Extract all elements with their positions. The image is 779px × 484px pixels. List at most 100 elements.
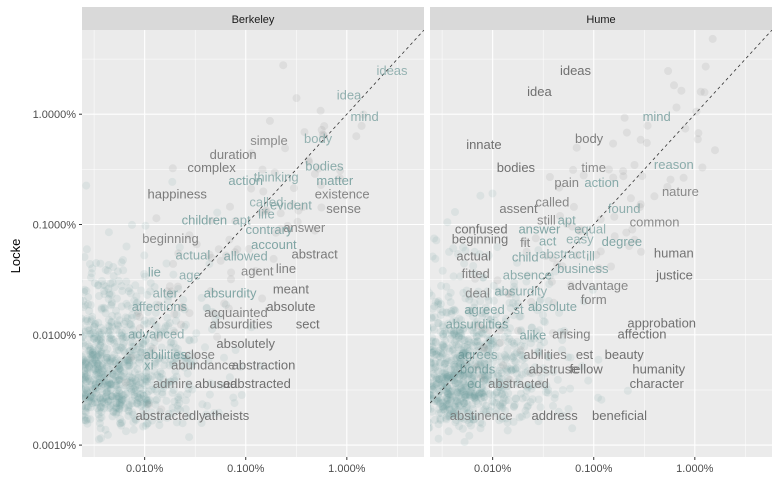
data-point: [93, 334, 102, 343]
data-point: [507, 352, 516, 361]
data-point: [597, 395, 606, 404]
data-point: [142, 348, 151, 357]
data-point: [439, 330, 448, 339]
data-point: [432, 350, 441, 359]
data-point: [430, 342, 436, 351]
data-point: [161, 322, 170, 331]
data-point: [103, 381, 112, 390]
data-point: [106, 331, 115, 340]
data-point: [167, 337, 176, 346]
data-point: [95, 394, 104, 403]
data-point: [127, 314, 136, 322]
data-point: [493, 322, 501, 331]
data-point: [146, 279, 155, 287]
data-point: [447, 356, 456, 365]
data-point: [430, 359, 435, 368]
data-point: [141, 381, 150, 390]
data-point: [359, 110, 368, 119]
data-point: [476, 388, 485, 397]
data-point: [163, 313, 172, 322]
data-point: [484, 333, 493, 342]
data-point: [437, 381, 446, 390]
data-point: [116, 365, 125, 374]
data-point: [82, 317, 90, 325]
data-point: [90, 322, 99, 331]
data-point: [83, 414, 92, 423]
data-point: [482, 407, 491, 416]
data-point: [430, 391, 434, 399]
data-point: [87, 273, 95, 282]
data-point: [556, 328, 565, 336]
data-point: [436, 300, 445, 309]
data-point: [95, 374, 104, 383]
data-point: [430, 313, 431, 320]
data-point: [90, 332, 99, 341]
data-point: [173, 401, 182, 410]
x-tick-label: 1.000%: [328, 463, 366, 475]
data-point: [454, 333, 463, 342]
data-point: [103, 430, 112, 439]
data-point: [128, 325, 137, 334]
data-point: [548, 329, 557, 338]
data-point: [107, 301, 116, 310]
data-point: [588, 285, 597, 294]
word-label: meant: [273, 282, 310, 297]
data-point: [141, 375, 150, 384]
data-point: [186, 357, 195, 366]
data-point: [456, 388, 465, 397]
data-point: [288, 200, 297, 209]
data-point: [132, 416, 140, 424]
data-point: [163, 413, 172, 422]
data-point: [461, 393, 470, 402]
data-point: [461, 404, 470, 413]
data-point: [437, 380, 446, 389]
data-point: [174, 395, 183, 404]
data-point: [85, 326, 94, 335]
data-point: [133, 399, 142, 407]
data-point: [140, 251, 149, 260]
data-point: [357, 121, 366, 130]
data-point: [480, 388, 489, 397]
data-point: [462, 383, 471, 392]
data-point: [155, 301, 164, 310]
data-point: [73, 356, 81, 364]
data-point: [453, 397, 462, 406]
data-point: [450, 327, 458, 336]
data-point: [448, 317, 457, 326]
data-point: [517, 327, 526, 336]
word-label: children: [182, 212, 228, 227]
data-point: [503, 374, 512, 383]
data-point: [95, 330, 104, 339]
data-point: [432, 373, 441, 382]
data-point: [458, 350, 467, 359]
data-point: [487, 336, 496, 345]
data-point: [474, 361, 483, 370]
data-point: [104, 329, 113, 338]
data-point: [502, 382, 511, 391]
data-point: [500, 323, 509, 332]
data-point: [99, 303, 108, 312]
data-point: [132, 377, 141, 386]
data-point: [430, 390, 436, 399]
data-point: [140, 398, 149, 407]
data-point: [473, 290, 482, 299]
data-point: [534, 395, 543, 404]
data-point: [559, 411, 568, 420]
data-point: [190, 335, 198, 344]
data-point: [176, 406, 185, 415]
data-point: [139, 385, 148, 394]
data-point: [119, 256, 127, 264]
data-point: [446, 373, 455, 382]
data-point: [501, 364, 510, 373]
data-point: [94, 365, 103, 374]
data-point: [439, 405, 448, 414]
data-point: [452, 399, 461, 408]
y-tick-label: 0.0100%: [33, 330, 77, 342]
data-point: [97, 349, 106, 358]
data-point: [112, 306, 120, 315]
data-point: [437, 367, 446, 376]
data-point: [457, 331, 466, 340]
data-point: [335, 174, 344, 183]
data-point: [458, 387, 467, 396]
word-label: age: [179, 267, 201, 282]
